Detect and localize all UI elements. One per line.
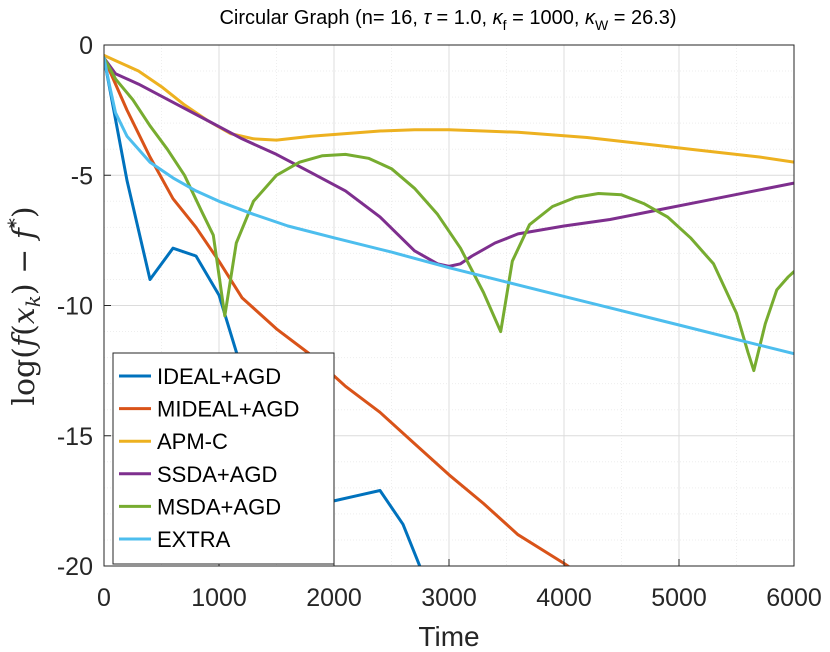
x-tick-label: 5000 [651, 584, 707, 612]
x-tick-label: 2000 [306, 584, 362, 612]
x-tick-label: 0 [97, 584, 111, 612]
y-tick-label: -20 [57, 553, 93, 581]
x-tick-label: 4000 [536, 584, 592, 612]
y-tick-label: -5 [71, 162, 93, 190]
y-tick-label: -15 [57, 423, 93, 451]
x-tick-label: 1000 [191, 584, 247, 612]
y-tick-label: -10 [57, 293, 93, 321]
y-axis-label: log(f(xk) − f*) [3, 206, 45, 405]
legend: IDEAL+AGD MIDEAL+AGD APM-C SSDA+AGD MSDA+AGD… [112, 352, 335, 565]
series-line-msda-agd [104, 56, 794, 373]
legend-box [112, 352, 335, 565]
legend-label-msda-agd: MSDA+AGD [157, 494, 281, 519]
x-tick-label: 6000 [766, 584, 822, 612]
chart-title: Circular Graph (n= 16, τ = 1.0, κf = 100… [219, 7, 676, 33]
y-ticks: 0 -5 -10 -15 -20 [57, 32, 111, 581]
legend-label-extra: EXTRA [157, 527, 231, 552]
legend-label-mideal-agd: MIDEAL+AGD [157, 397, 299, 422]
legend-label-ideal-agd: IDEAL+AGD [157, 364, 281, 389]
legend-label-ssda-agd: SSDA+AGD [157, 462, 277, 487]
x-axis-label: Time [418, 621, 479, 652]
x-tick-label: 3000 [421, 584, 477, 612]
series-line-apm-c [104, 53, 794, 164]
legend-label-apm-c: APM-C [157, 429, 228, 454]
x-ticks: 0 1000 2000 3000 4000 5000 6000 [97, 559, 822, 612]
y-tick-label: 0 [79, 32, 93, 60]
series-line-extra [104, 56, 794, 356]
